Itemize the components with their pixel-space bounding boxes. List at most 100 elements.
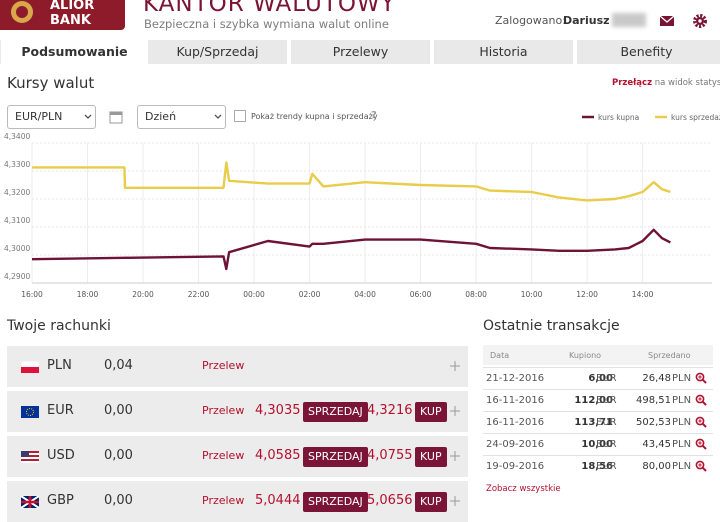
currency-flag (21, 406, 39, 418)
view-all-link[interactable]: Zobacz wszystkie (486, 484, 561, 494)
buy-button[interactable]: KUP (415, 492, 447, 512)
currency-code: USD (47, 448, 75, 463)
mail-icon[interactable] (659, 15, 675, 26)
sold-amount: 80,00 (642, 461, 671, 472)
legend-label: kurs sprzedaży (671, 113, 720, 122)
trend-checkbox[interactable] (234, 110, 246, 122)
currency-code: GBP (47, 493, 74, 508)
x-tick-label: 20:00 (132, 290, 154, 299)
x-tick-label: 16:00 (21, 290, 43, 299)
select-value: EUR/PLN (15, 110, 63, 123)
x-tick-label: 00:00 (243, 290, 265, 299)
tab[interactable]: Przelewy (287, 40, 430, 64)
transaction-row: 21-12-2016 6,00 EUR 26,48 PLN (483, 367, 713, 388)
balance: 0,00 (104, 493, 133, 508)
date: 16-11-2016 (486, 395, 545, 406)
currency-flag (21, 451, 39, 463)
sell-rate: 4,0755 (367, 448, 413, 463)
help-icon[interactable]: ? (371, 110, 377, 121)
x-tick-label: 22:00 (188, 290, 210, 299)
pair-select[interactable]: EUR/PLN (7, 105, 96, 129)
buy-rate: 4,3035 (255, 403, 301, 418)
date: 21-12-2016 (486, 373, 545, 384)
section-title: Twoje rachunki (7, 318, 111, 334)
select-value: Dzień (145, 110, 177, 123)
tab[interactable]: Benefity (573, 40, 716, 64)
section-title: Ostatnie transakcje (483, 318, 620, 334)
logo-text: BANK (50, 13, 91, 28)
transfer-link[interactable]: Przelew (202, 494, 245, 507)
column-header: Sprzedano (648, 351, 691, 360)
user-name: Dariusz (563, 14, 610, 27)
y-tick-label: 4,3400 (4, 132, 30, 141)
buy-button[interactable]: KUP (415, 447, 447, 467)
switch-view[interactable]: Przełącz na widok statystyk (612, 78, 720, 88)
sell-rate: 4,3216 (367, 403, 413, 418)
transaction-row: 19-09-2016 18,56 EUR 80,00 PLN (483, 455, 713, 476)
sold-currency: PLN (672, 373, 692, 384)
bought-amount: 112,00 (574, 395, 613, 406)
y-tick-label: 4,3000 (4, 244, 30, 253)
logo[interactable]: ALIOR BANK (0, 0, 125, 30)
sold-currency: PLN (672, 461, 692, 472)
sell-rate: 5,0656 (367, 493, 413, 508)
select-arrows (84, 111, 222, 124)
logo-text: ALIOR (50, 0, 95, 13)
switch-text: na widok statystyk (654, 78, 720, 88)
legend-label: kurs kupna (598, 113, 639, 122)
expand-icon[interactable] (450, 451, 460, 461)
y-tick-label: 4,3300 (4, 160, 30, 169)
rate-line (32, 161, 671, 202)
sell-button[interactable]: SPRZEDAJ (303, 447, 368, 467)
transfer-link[interactable]: Przelew (202, 449, 245, 462)
details-icon[interactable] (695, 460, 707, 472)
details-icon[interactable] (695, 416, 707, 428)
sell-button[interactable]: SPRZEDAJ (303, 492, 368, 512)
transfer-link[interactable]: Przelew (202, 404, 245, 417)
expand-icon[interactable] (450, 406, 460, 416)
x-tick-label: 18:00 (77, 290, 99, 299)
expand-icon[interactable] (450, 361, 460, 371)
period-select[interactable]: Dzień (137, 105, 226, 129)
details-icon[interactable] (695, 438, 707, 450)
sold-amount: 498,51 (636, 395, 671, 406)
tab[interactable]: Podsumowanie (1, 40, 144, 64)
bought-currency: EUR (596, 373, 617, 384)
calendar-icon[interactable] (109, 111, 123, 124)
date: 19-09-2016 (486, 461, 545, 472)
checkbox-label: Pokaż trendy kupna i sprzedaży (251, 112, 378, 121)
rate-line (31, 228, 671, 271)
details-icon[interactable] (695, 372, 707, 384)
balance: 0,00 (104, 403, 133, 418)
transaction-row: 24-09-2016 10,00 EUR 43,45 PLN (483, 433, 713, 454)
transaction-row: 16-11-2016 112,00 EUR 498,51 PLN (483, 389, 713, 410)
x-tick-label: 12:00 (576, 290, 598, 299)
x-tick-label: 02:00 (299, 290, 321, 299)
tab[interactable]: Historia (430, 40, 573, 64)
details-icon[interactable] (695, 394, 707, 406)
date: 16-11-2016 (486, 417, 545, 428)
x-tick-label: 06:00 (410, 290, 432, 299)
switch-link[interactable]: Przełącz (612, 78, 653, 88)
settings-icon[interactable] (693, 14, 707, 28)
buy-button[interactable]: KUP (415, 402, 447, 422)
buy-rate: 5,0444 (255, 493, 301, 508)
transfer-link[interactable]: Przelew (202, 359, 245, 372)
x-tick-label: 04:00 (354, 290, 376, 299)
tab-bar: Podsumowanie Kup/Sprzedaj Przelewy Historia… (0, 40, 720, 64)
sold-currency: PLN (672, 395, 692, 406)
transaction-row: 16-11-2016 113,71 EUR 502,53 PLN (483, 411, 713, 432)
date: 24-09-2016 (486, 439, 545, 450)
sell-button[interactable]: SPRZEDAJ (303, 402, 368, 422)
header-icons (659, 14, 707, 28)
balance: 0,04 (104, 358, 133, 373)
expand-icon[interactable] (450, 496, 460, 506)
currency-code: EUR (47, 403, 74, 418)
tab[interactable]: Kup/Sprzedaj (144, 40, 287, 64)
bought-currency: EUR (596, 395, 617, 406)
column-header: Data (490, 351, 510, 360)
rate-chart: 4,2900 4,3000 4,3100 4,3200 4,3300 4,3400 16:0… (4, 113, 720, 299)
bought-amount: 10,00 (581, 439, 613, 450)
y-tick-label: 4,2900 (4, 272, 30, 281)
account-row: GBP 0,00 Przelew 5,0444 SPRZEDAJ 5,0656 KUP (7, 481, 468, 522)
